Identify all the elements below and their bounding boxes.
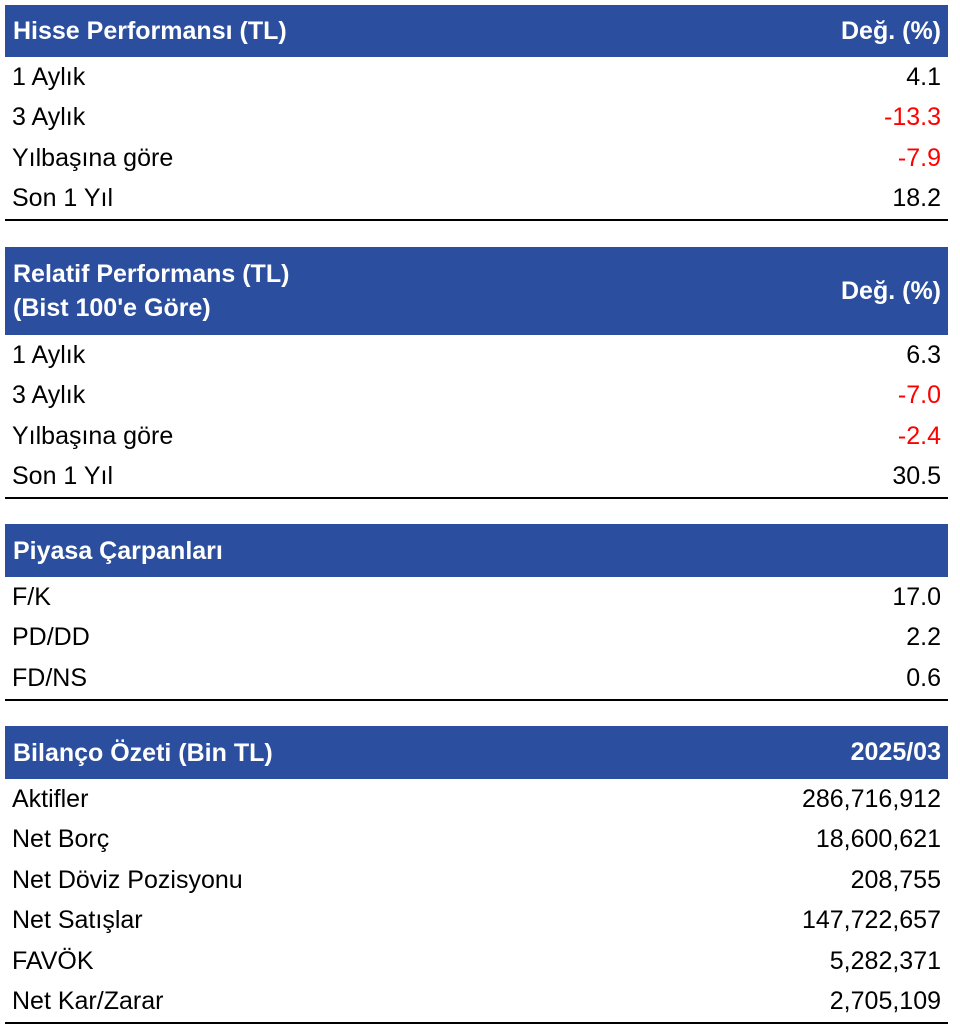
table-row: Net Döviz Pozisyonu 208,755 xyxy=(5,860,948,901)
header-title: Hisse Performansı (TL) xyxy=(13,14,287,48)
row-value: 18,600,621 xyxy=(815,825,941,854)
row-value: 147,722,657 xyxy=(801,906,941,935)
row-value: 18.2 xyxy=(892,184,941,213)
row-label: FD/NS xyxy=(12,663,87,692)
header-title: Relatif Performans (TL) (Bist 100'e Göre… xyxy=(13,257,289,325)
header-title: Piyasa Çarpanları xyxy=(13,534,223,568)
header-title-line1: Piyasa Çarpanları xyxy=(13,536,223,565)
table-row: FAVÖK 5,282,371 xyxy=(5,941,948,982)
row-label: Net Döviz Pozisyonu xyxy=(12,865,243,894)
table-header: Piyasa Çarpanları xyxy=(5,524,948,577)
row-value: 2,705,109 xyxy=(829,987,941,1016)
row-label: Son 1 Yıl xyxy=(12,184,114,213)
row-value: -7.9 xyxy=(897,143,941,172)
table-row: Net Kar/Zarar 2,705,109 xyxy=(5,982,948,1023)
row-value: 5,282,371 xyxy=(829,946,941,975)
table-row: Aktifler 286,716,912 xyxy=(5,779,948,820)
row-label: Net Satışlar xyxy=(12,906,143,935)
header-change-label: Değ. (%) xyxy=(841,276,941,305)
row-label: Yılbaşına göre xyxy=(12,143,174,172)
row-label: F/K xyxy=(12,582,51,611)
row-label: PD/DD xyxy=(12,623,90,652)
row-value: 30.5 xyxy=(892,462,941,491)
table-row: F/K 17.0 xyxy=(5,577,948,618)
relative-performance-table: Relatif Performans (TL) (Bist 100'e Göre… xyxy=(5,247,948,499)
row-value: 286,716,912 xyxy=(801,784,941,813)
header-title: Bilanço Özeti (Bin TL) xyxy=(13,736,273,770)
row-label: 3 Aylık xyxy=(12,103,86,132)
row-label: 1 Aylık xyxy=(12,62,86,91)
row-value: 6.3 xyxy=(906,340,941,369)
row-value: 208,755 xyxy=(850,865,941,894)
row-value: 2.2 xyxy=(906,623,941,652)
table-row: FD/NS 0.6 xyxy=(5,658,948,699)
header-title-line2: (Bist 100'e Göre) xyxy=(13,294,211,322)
row-label: Aktifler xyxy=(12,784,89,813)
table-row: 1 Aylık 6.3 xyxy=(5,335,948,376)
table-row: Net Satışlar 147,722,657 xyxy=(5,901,948,942)
table-row: 1 Aylık 4.1 xyxy=(5,57,948,98)
table-row: PD/DD 2.2 xyxy=(5,618,948,659)
header-title-line1: Hisse Performansı (TL) xyxy=(13,17,287,45)
header-title-line1: Bilanço Özeti (Bin TL) xyxy=(13,738,273,767)
table-header: Relatif Performans (TL) (Bist 100'e Göre… xyxy=(5,247,948,335)
row-label: FAVÖK xyxy=(12,946,94,975)
table-row: 3 Aylık -7.0 xyxy=(5,376,948,417)
header-change-label: Değ. (%) xyxy=(841,16,941,45)
row-value: -2.4 xyxy=(897,421,941,450)
table-row: Net Borç 18,600,621 xyxy=(5,820,948,861)
row-value: 17.0 xyxy=(892,582,941,611)
row-label: 3 Aylık xyxy=(12,381,86,410)
table-header: Hisse Performansı (TL) Değ. (%) xyxy=(5,5,948,57)
table-row: 3 Aylık -13.3 xyxy=(5,98,948,139)
row-label: 1 Aylık xyxy=(12,340,86,369)
row-value: -13.3 xyxy=(884,103,941,132)
row-value: 0.6 xyxy=(906,663,941,692)
row-label: Net Kar/Zarar xyxy=(12,987,164,1016)
row-value: 4.1 xyxy=(906,62,941,91)
market-multiples-table: Piyasa Çarpanları F/K 17.0 PD/DD 2.2 FD/… xyxy=(5,524,948,701)
row-label: Son 1 Yıl xyxy=(12,462,114,491)
table-row: Son 1 Yıl 18.2 xyxy=(5,179,948,220)
row-value: -7.0 xyxy=(897,381,941,410)
header-title-line1: Relatif Performans (TL) xyxy=(13,260,290,288)
table-row: Yılbaşına göre -2.4 xyxy=(5,416,948,457)
balance-sheet-summary-table: Bilanço Özeti (Bin TL) 2025/03 Aktifler … xyxy=(5,726,948,1024)
stock-performance-table: Hisse Performansı (TL) Değ. (%) 1 Aylık … xyxy=(5,5,948,221)
table-row: Son 1 Yıl 30.5 xyxy=(5,457,948,498)
row-label: Yılbaşına göre xyxy=(12,421,174,450)
table-header: Bilanço Özeti (Bin TL) 2025/03 xyxy=(5,726,948,779)
row-label: Net Borç xyxy=(12,825,110,854)
table-row: Yılbaşına göre -7.9 xyxy=(5,138,948,179)
header-period-label: 2025/03 xyxy=(850,738,941,766)
